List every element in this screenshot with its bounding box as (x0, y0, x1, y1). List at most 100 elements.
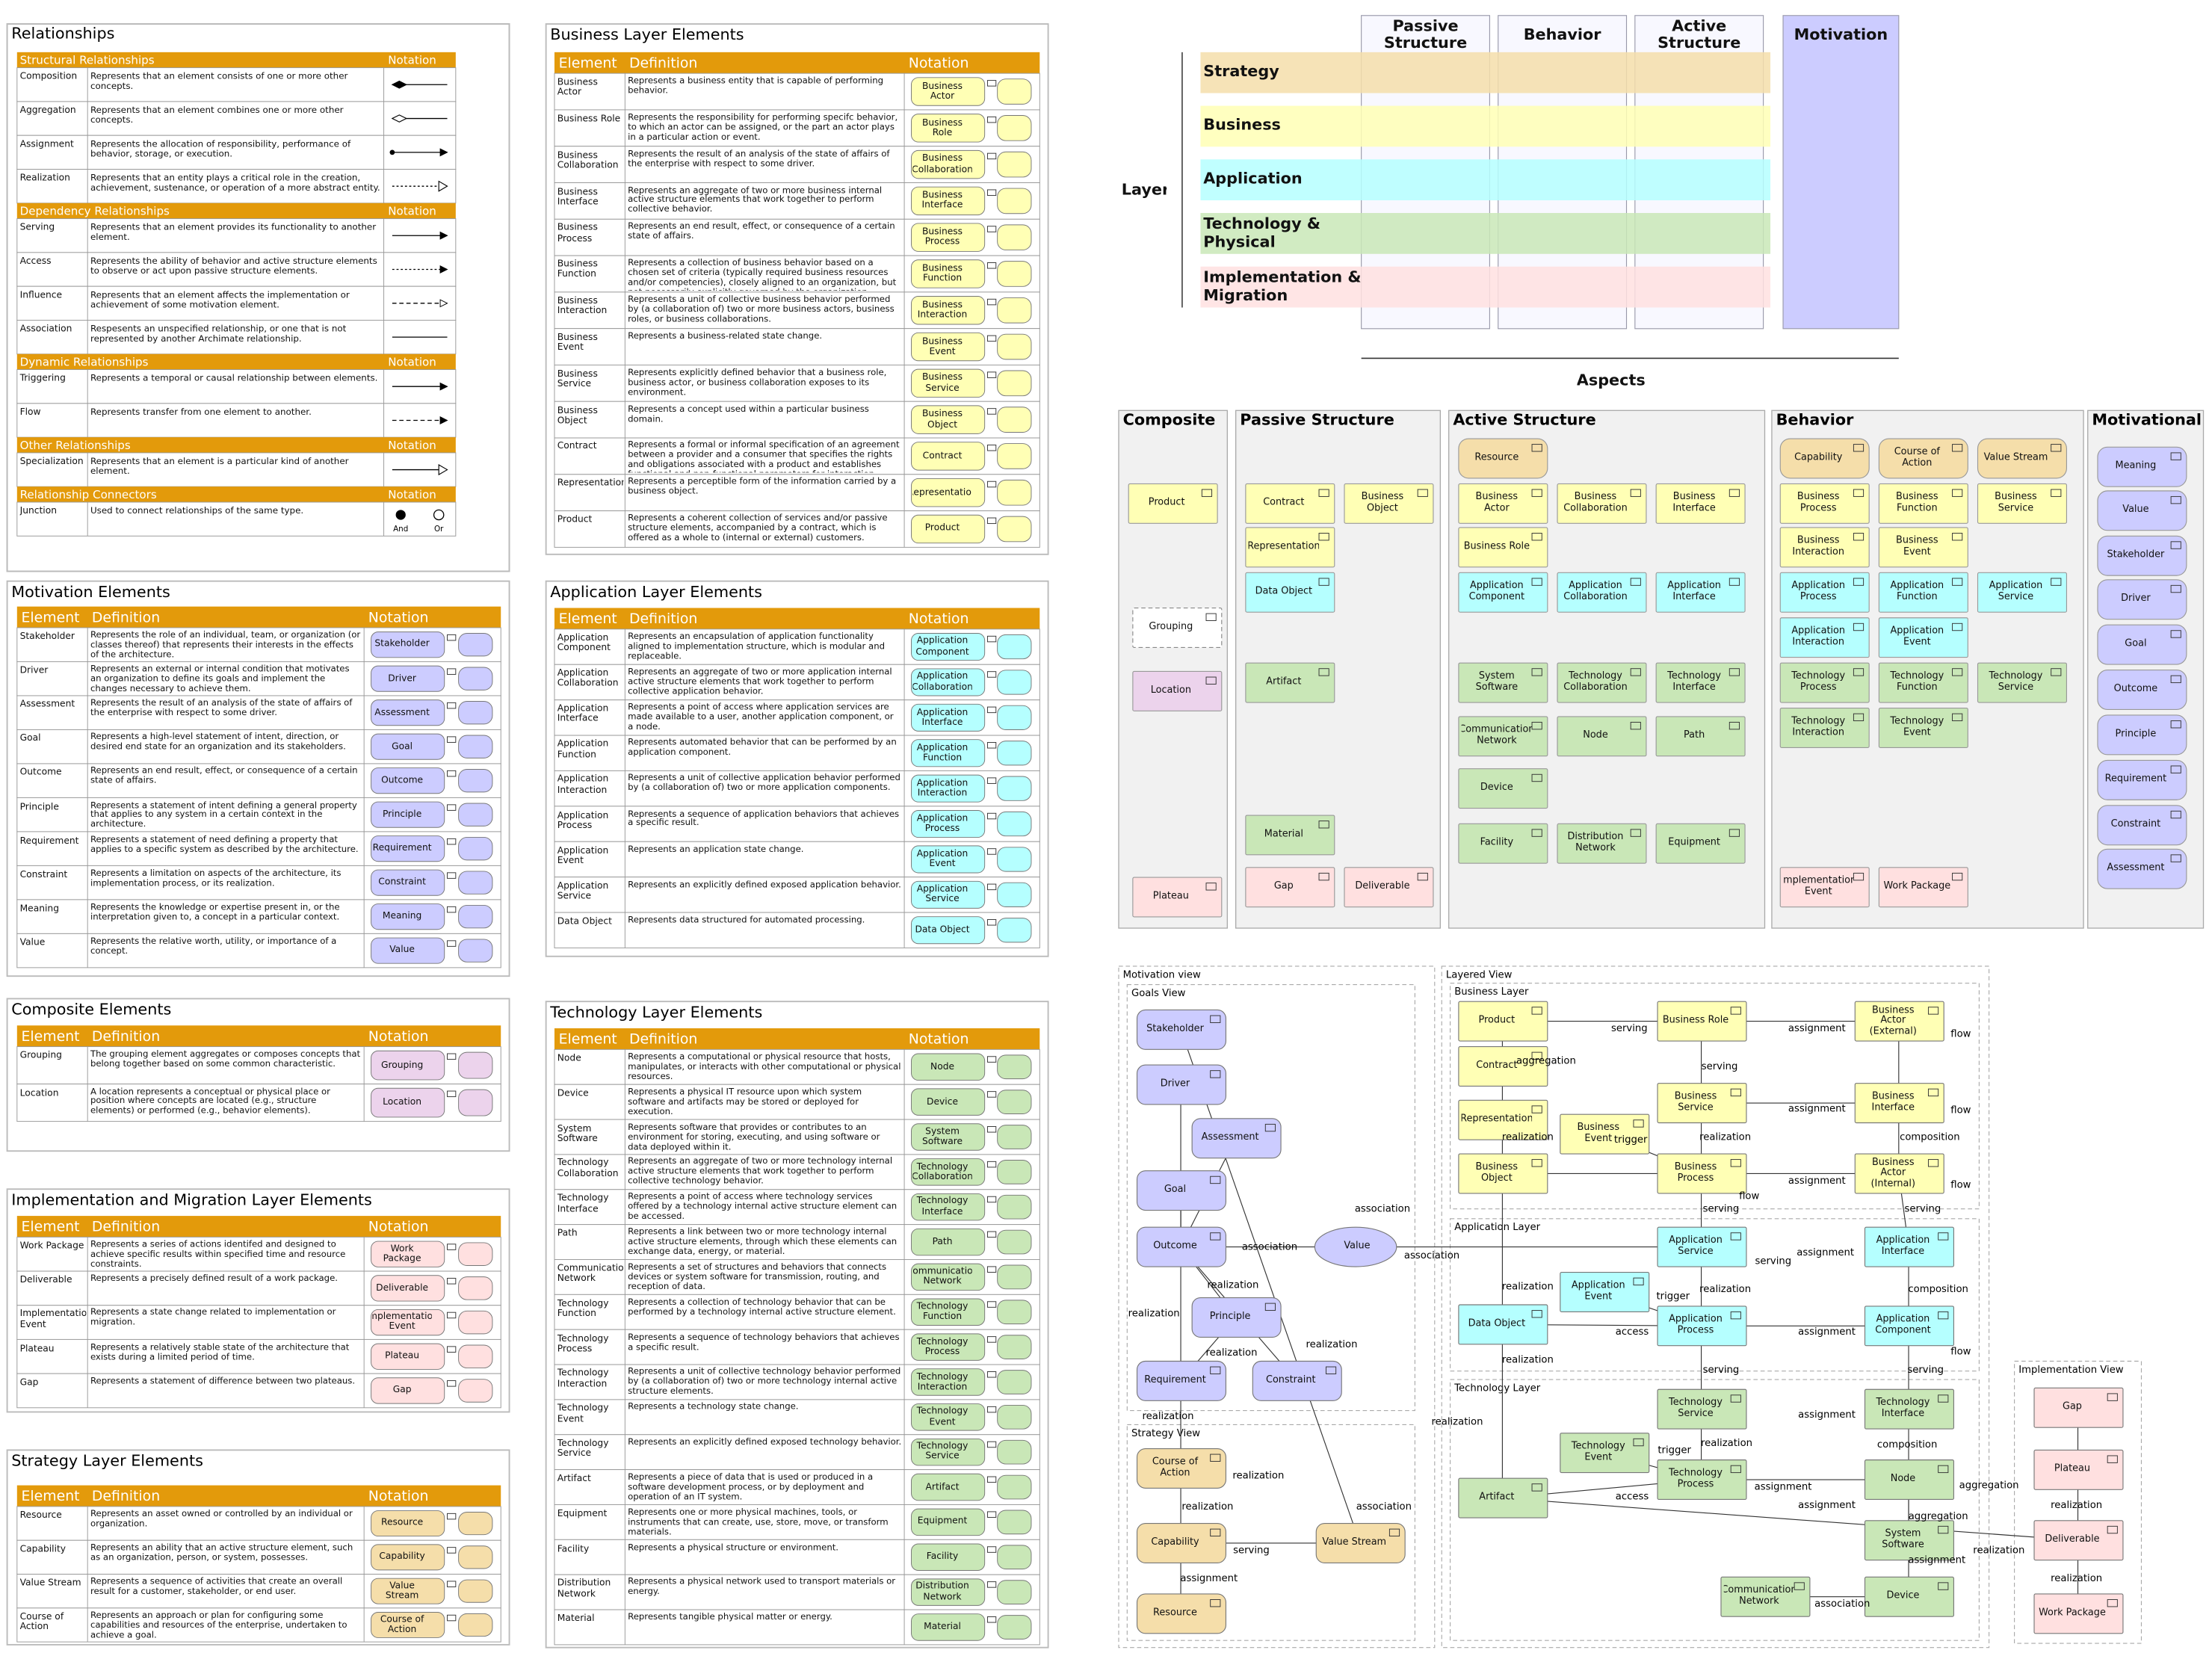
aspect-name: Active Structure (1658, 16, 1741, 52)
term-box: Outcome (20, 767, 62, 777)
table-header (554, 1028, 1040, 1050)
term: Application Collaboration (557, 667, 619, 689)
palette-element (1344, 867, 1434, 908)
palette-label: Application Component (1468, 580, 1525, 602)
palette-label-box: Business Service (1995, 492, 2037, 513)
element-icon (1633, 1438, 1644, 1447)
definition-box: Represents the knowledge or expertise pr… (90, 903, 340, 922)
view-element (1657, 1001, 1747, 1042)
notation-label-box: Grouping (381, 1060, 423, 1069)
element-icon (1210, 1366, 1221, 1374)
palette-label-box: Representation (1249, 541, 1319, 552)
palette-element (1779, 707, 1870, 748)
element-icon (1728, 721, 1740, 730)
view-element-label: Application Interface (1876, 1235, 1930, 1257)
layer-band (1200, 266, 1771, 308)
notation-icon (986, 1301, 997, 1308)
view-element (1657, 1226, 1747, 1267)
palette-element (2097, 535, 2187, 576)
palette-label-box: Material (1264, 829, 1303, 839)
view-element-label: Course of Action (1152, 1456, 1199, 1479)
term: Implementation Event (19, 1308, 87, 1330)
palette-label-box: Course of Action (1894, 447, 1940, 469)
term-box: Business Object (557, 405, 598, 425)
palette-label-box: Application Event (1890, 625, 1944, 647)
table-header (16, 1485, 501, 1507)
aspect-name-box: Active Structure (1658, 16, 1741, 52)
term: Representation (557, 477, 624, 489)
view-element-label: Application Process (1669, 1314, 1723, 1336)
view-element-label: Business Process (1674, 1161, 1717, 1184)
notation-label-box: Application Component (915, 636, 968, 657)
term: Data Object (557, 915, 612, 927)
element-icon (1730, 1088, 1741, 1097)
notation-label: Equipment (917, 1516, 968, 1527)
view-element-label: Assessment (1201, 1131, 1259, 1143)
term-box: Device (557, 1088, 589, 1099)
definition: Represents an external or internal condi… (90, 664, 350, 694)
notation-label: Technology Interface (916, 1195, 968, 1217)
element-icon (2170, 452, 2181, 460)
notation-icon (447, 1614, 457, 1622)
definition: Represents explicitly defined behavior t… (628, 368, 887, 398)
view-element-label: Capability (1151, 1536, 1199, 1548)
view-element-label: Contract (1476, 1059, 1518, 1072)
definition: Represents a unit of collective business… (628, 294, 895, 325)
definition-box: Represents a physical structure or envir… (628, 1542, 838, 1552)
definition-box: Represents the role of an individual, te… (90, 631, 360, 660)
notation-element (371, 665, 445, 692)
definition-box: Represents a coherent collection of serv… (628, 513, 887, 543)
definition: Used to connect relationships of the sam… (90, 506, 304, 516)
term: Application Interaction (557, 773, 609, 796)
layer-name: Implementation & Migration (1203, 268, 1362, 304)
term-box: Principle (20, 801, 59, 812)
notation-icon (447, 1346, 457, 1353)
notation-element (911, 1613, 986, 1641)
term-box: Business Collaboration (557, 149, 619, 170)
notation-element (371, 1087, 445, 1118)
view-element-label-box: Value Stream (1322, 1536, 1386, 1547)
layer-band (1200, 213, 1771, 254)
notation-label-box: Constraint (378, 877, 426, 887)
relation-label: realization (1502, 1355, 1554, 1366)
notation-icon (986, 481, 997, 488)
notation-icon (986, 1196, 997, 1203)
section-notation: Notation (388, 439, 436, 452)
palette-element (1878, 438, 1968, 479)
definition-box: Represents the responsibility for perfor… (628, 113, 898, 142)
term-box: Value (20, 937, 46, 948)
aspect-name: Passive Structure (1383, 16, 1468, 52)
element-icon (1730, 1311, 1741, 1320)
definition-box: Represents a statement of need defining … (90, 835, 359, 854)
palette-label-box: Application Process (1791, 581, 1845, 602)
term: Path (557, 1227, 578, 1239)
palette-label: Implementation Event (1783, 875, 1854, 897)
definition: Represents software that provides or con… (628, 1122, 880, 1152)
definition: Represents an approach or plan for confi… (90, 1610, 347, 1641)
palette-label-box: Contract (1263, 497, 1304, 507)
term-box: Realization (20, 173, 70, 183)
palette-label: Business Interaction (1792, 535, 1845, 557)
term-box: Plateau (20, 1343, 55, 1353)
relation-label: trigger (1657, 1291, 1690, 1303)
notation-element (371, 1377, 445, 1404)
term: Facility (557, 1542, 590, 1554)
notation-label-box: Equipment (917, 1516, 968, 1527)
view-element (1136, 1523, 1227, 1563)
view-element (1136, 1448, 1227, 1489)
notation-label-box: System Software (922, 1126, 963, 1146)
term: Resource (19, 1509, 62, 1521)
notation-icon (986, 517, 997, 525)
notation-symbol (997, 78, 1032, 105)
row (16, 169, 457, 204)
term-box: Capability (20, 1544, 66, 1554)
term-box: Business Process (557, 223, 598, 243)
term-box: Goal (20, 733, 41, 744)
term-box: Technology Event (557, 1403, 609, 1423)
definition-box: Represents a collection of technology be… (628, 1297, 896, 1317)
definition-box: Represents a perceptible form of the inf… (628, 478, 896, 497)
view-element (1657, 1306, 1747, 1347)
term: Application Function (557, 738, 609, 760)
view-element-label: Plateau (2054, 1462, 2091, 1474)
palette-element (1655, 572, 1746, 613)
